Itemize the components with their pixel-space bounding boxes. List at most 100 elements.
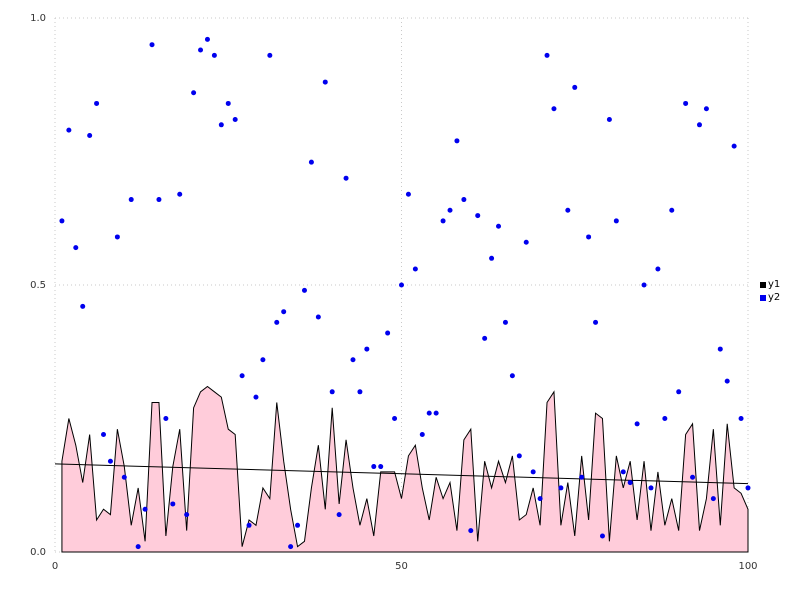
- scatter-point: [156, 197, 162, 203]
- scatter-point: [669, 207, 675, 213]
- scatter-point: [371, 464, 377, 470]
- scatter-point: [405, 191, 411, 197]
- legend-swatch-y1: [760, 282, 766, 288]
- scatter-point: [558, 485, 564, 491]
- scatter-point: [385, 330, 391, 336]
- scatter-point: [253, 394, 259, 400]
- legend-item-y2: y2: [760, 292, 780, 304]
- scatter-point: [613, 218, 619, 224]
- scatter-point: [281, 309, 287, 315]
- scatter-point: [482, 335, 488, 341]
- scatter-point: [509, 373, 515, 379]
- scatter-point: [489, 255, 495, 261]
- scatter-point: [440, 218, 446, 224]
- scatter-point: [73, 245, 79, 251]
- scatter-point: [232, 116, 238, 122]
- scatter-point: [107, 458, 113, 464]
- scatter-point: [392, 416, 398, 421]
- scatter-point: [315, 314, 321, 320]
- x-tick-label: 50: [395, 561, 408, 572]
- legend-item-y1: y1: [760, 279, 780, 291]
- scatter-point: [322, 79, 328, 85]
- scatter-point: [683, 100, 689, 106]
- scatter-point: [59, 218, 65, 224]
- scatter-point: [80, 303, 86, 309]
- scatter-point: [149, 42, 155, 48]
- scatter-point: [496, 223, 502, 229]
- scatter-point: [163, 416, 169, 421]
- scatter-point: [724, 378, 730, 384]
- legend: y1 y2: [760, 279, 780, 304]
- y-tick-label: 1.0: [30, 13, 46, 24]
- scatter-point: [696, 122, 702, 128]
- scatter-point: [516, 453, 522, 459]
- scatter-point: [641, 282, 647, 288]
- area-series-y1: [61, 385, 749, 553]
- scatter-point: [502, 319, 508, 325]
- scatter-point: [66, 127, 72, 133]
- scatter-point: [239, 373, 245, 379]
- scatter-point: [606, 116, 612, 122]
- scatter-point: [225, 100, 231, 106]
- scatter-point: [419, 432, 425, 438]
- y-tick-label: 0.5: [30, 280, 46, 291]
- scatter-point: [274, 319, 280, 325]
- scatter-point: [399, 282, 404, 288]
- scatter-point: [204, 36, 210, 42]
- scatter-point: [218, 122, 224, 128]
- scatter-point: [710, 496, 716, 502]
- legend-swatch-y2: [760, 295, 766, 301]
- scatter-point: [308, 159, 314, 165]
- scatter-point: [87, 132, 93, 138]
- scatter-point: [94, 100, 100, 106]
- legend-label-y2: y2: [768, 292, 781, 303]
- scatter-point: [135, 544, 141, 550]
- scatter-point: [426, 410, 432, 416]
- scatter-point: [530, 469, 536, 475]
- scatter-point: [350, 357, 356, 363]
- scatter-point: [184, 512, 190, 518]
- scatter-point: [357, 389, 363, 395]
- scatter-point: [461, 197, 467, 203]
- scatter-point: [717, 346, 723, 352]
- scatter-point: [101, 432, 107, 438]
- scatter-point: [745, 485, 751, 491]
- scatter-point: [634, 421, 640, 427]
- scatter-point: [627, 480, 633, 486]
- legend-label-y1: y1: [768, 279, 781, 290]
- scatter-point: [593, 319, 599, 325]
- scatter-point: [731, 143, 737, 149]
- scatter-point: [121, 474, 127, 480]
- scatter-point: [433, 410, 439, 416]
- scatter-point: [364, 346, 370, 352]
- y-tick-label: 0.0: [30, 547, 46, 558]
- scatter-point: [301, 287, 307, 293]
- scatter-point: [551, 106, 557, 112]
- scatter-point: [198, 47, 204, 53]
- scatter-point: [523, 239, 529, 245]
- scatter-point: [468, 528, 474, 534]
- scatter-point: [191, 90, 197, 96]
- scatter-point: [544, 52, 550, 58]
- scatter-point: [128, 197, 134, 203]
- scatter-point: [260, 357, 266, 363]
- trend-line: [54, 463, 749, 485]
- scatter-point: [676, 389, 682, 395]
- x-tick-label: 100: [738, 561, 757, 572]
- scatter-point: [586, 234, 592, 240]
- scatter-point: [142, 506, 148, 512]
- scatter-point: [599, 533, 605, 539]
- scatter-point: [211, 52, 217, 58]
- scatter-point: [295, 522, 301, 528]
- scatter-point: [267, 52, 273, 58]
- scatter-point: [170, 501, 176, 507]
- scatter-point: [114, 234, 120, 240]
- scatter-point: [288, 544, 294, 550]
- scatter-point: [648, 485, 654, 491]
- scatter-point: [572, 84, 578, 90]
- scatter-point: [378, 464, 384, 470]
- scatter-point: [475, 213, 481, 219]
- scatter-point: [703, 106, 709, 112]
